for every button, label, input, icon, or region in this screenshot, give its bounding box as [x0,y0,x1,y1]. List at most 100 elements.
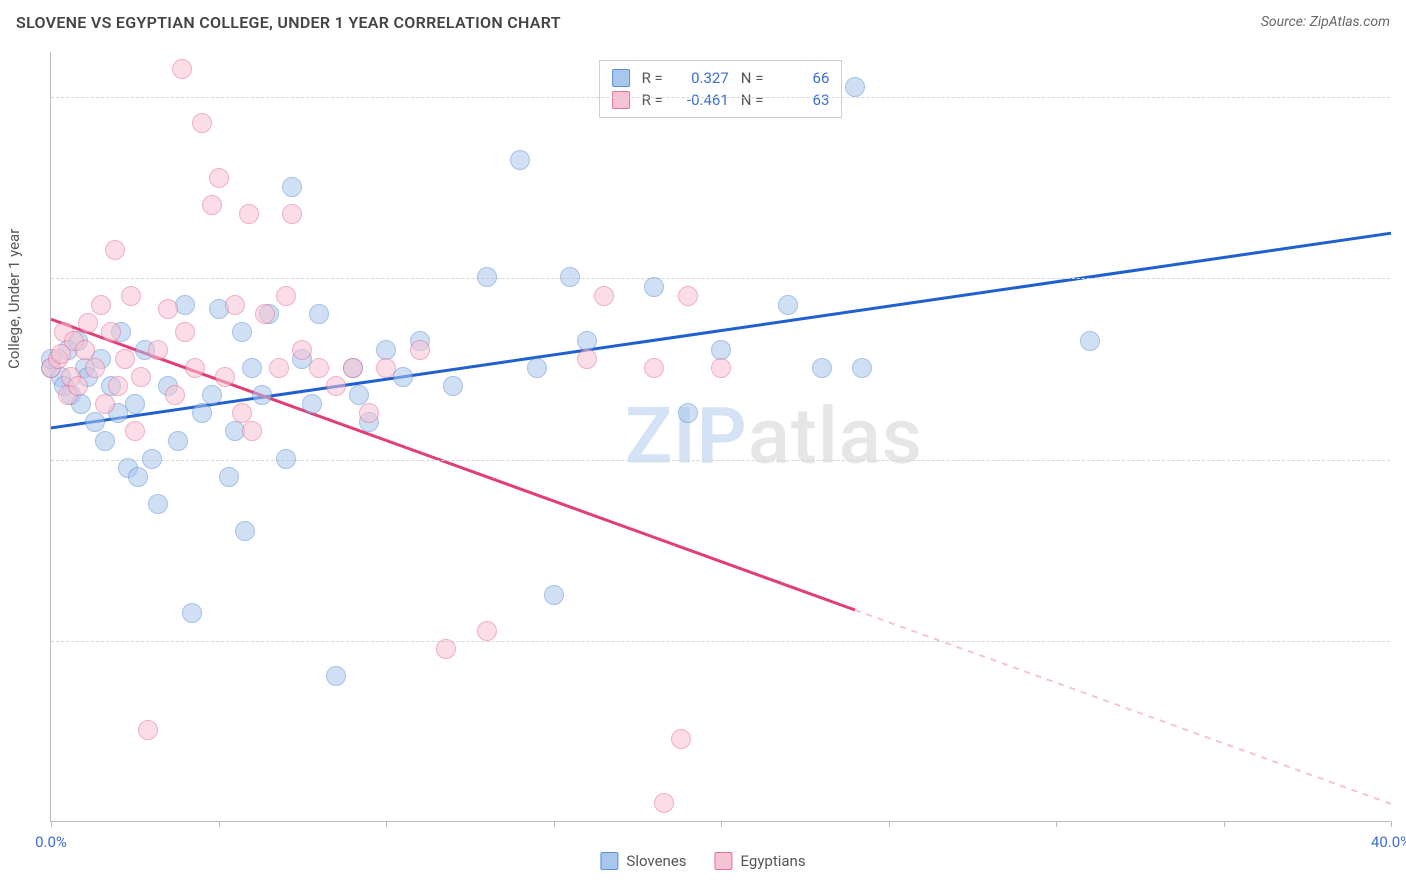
chart-header: SLOVENE VS EGYPTIAN COLLEGE, UNDER 1 YEA… [0,0,1406,44]
scatter-point [302,394,322,414]
r-label: R = [642,69,663,87]
scatter-point [242,358,262,378]
legend-series-item: Egyptians [715,852,806,870]
n-label: N = [741,91,764,109]
grid-line [51,278,1390,279]
scatter-point [410,340,430,360]
legend-stats: R =0.327N =66R =-0.461N =63 [599,60,843,118]
scatter-point [436,639,456,659]
scatter-point [1080,331,1100,351]
scatter-point [443,376,463,396]
scatter-point [175,322,195,342]
scatter-point [292,340,312,360]
legend-swatch [612,91,630,109]
scatter-point [175,295,195,315]
scatter-point [654,793,674,813]
scatter-point [232,322,252,342]
scatter-point [78,313,98,333]
scatter-point [108,376,128,396]
scatter-point [115,349,135,369]
scatter-point [192,403,212,423]
scatter-point [128,467,148,487]
scatter-point [282,204,302,224]
scatter-point [202,195,222,215]
legend-series: Slovenes Egyptians [600,852,805,870]
legend-series-label: Slovenes [626,852,686,870]
r-label: R = [642,91,663,109]
scatter-point [101,322,121,342]
scatter-point [68,376,88,396]
x-tick [889,821,890,827]
n-value: 63 [775,91,829,109]
x-tick [219,821,220,827]
source-text: Source: ZipAtlas.com [1261,14,1390,30]
legend-series-item: Slovenes [600,852,686,870]
scatter-point [85,358,105,378]
legend-stats-row: R =-0.461N =63 [612,89,830,111]
legend-swatch [600,852,618,870]
scatter-point [168,431,188,451]
scatter-point [778,295,798,315]
scatter-point [85,412,105,432]
scatter-point [235,521,255,541]
scatter-point [671,729,691,749]
scatter-point [577,331,597,351]
grid-line [51,460,1390,461]
scatter-point [125,394,145,414]
x-tick [1056,821,1057,827]
scatter-point [182,603,202,623]
scatter-point [148,494,168,514]
n-label: N = [741,69,764,87]
scatter-point [105,240,125,260]
scatter-point [678,286,698,306]
x-tick-label: 0.0% [35,833,67,851]
scatter-point [219,467,239,487]
scatter-point [309,304,329,324]
scatter-point [845,77,865,97]
scatter-point [202,385,222,405]
n-value: 66 [775,69,829,87]
trend-line [51,319,855,610]
scatter-point [644,277,664,297]
x-tick [721,821,722,827]
y-axis-label: College, Under 1 year [5,229,23,369]
scatter-point [172,59,192,79]
r-value: 0.327 [675,69,729,87]
scatter-point [276,449,296,469]
scatter-point [711,358,731,378]
scatter-point [644,358,664,378]
x-tick [51,821,52,827]
scatter-point [343,358,363,378]
scatter-point [252,385,272,405]
scatter-point [376,340,396,360]
scatter-point [232,403,252,423]
scatter-point [142,449,162,469]
scatter-point [255,304,275,324]
scatter-point [678,403,698,423]
scatter-point [852,358,872,378]
scatter-point [138,720,158,740]
x-tick-label: 40.0% [1371,833,1406,851]
x-tick [554,821,555,827]
scatter-point [148,340,168,360]
chart-plot-area: ZIPatlas R =0.327N =66R =-0.461N =63 40.… [50,52,1390,822]
scatter-point [165,385,185,405]
scatter-point [812,358,832,378]
scatter-point [215,367,235,387]
scatter-point [276,286,296,306]
trend-line-extrapolated [855,610,1391,804]
scatter-point [95,431,115,451]
scatter-point [91,295,111,315]
scatter-point [75,340,95,360]
legend-series-label: Egyptians [741,852,806,870]
scatter-point [225,295,245,315]
scatter-point [326,666,346,686]
scatter-point [121,286,141,306]
legend-swatch [612,69,630,87]
scatter-point [242,421,262,441]
scatter-point [477,267,497,287]
chart-title: SLOVENE VS EGYPTIAN COLLEGE, UNDER 1 YEA… [16,13,561,32]
x-tick [1391,821,1392,827]
scatter-point [510,150,530,170]
grid-line [51,641,1390,642]
